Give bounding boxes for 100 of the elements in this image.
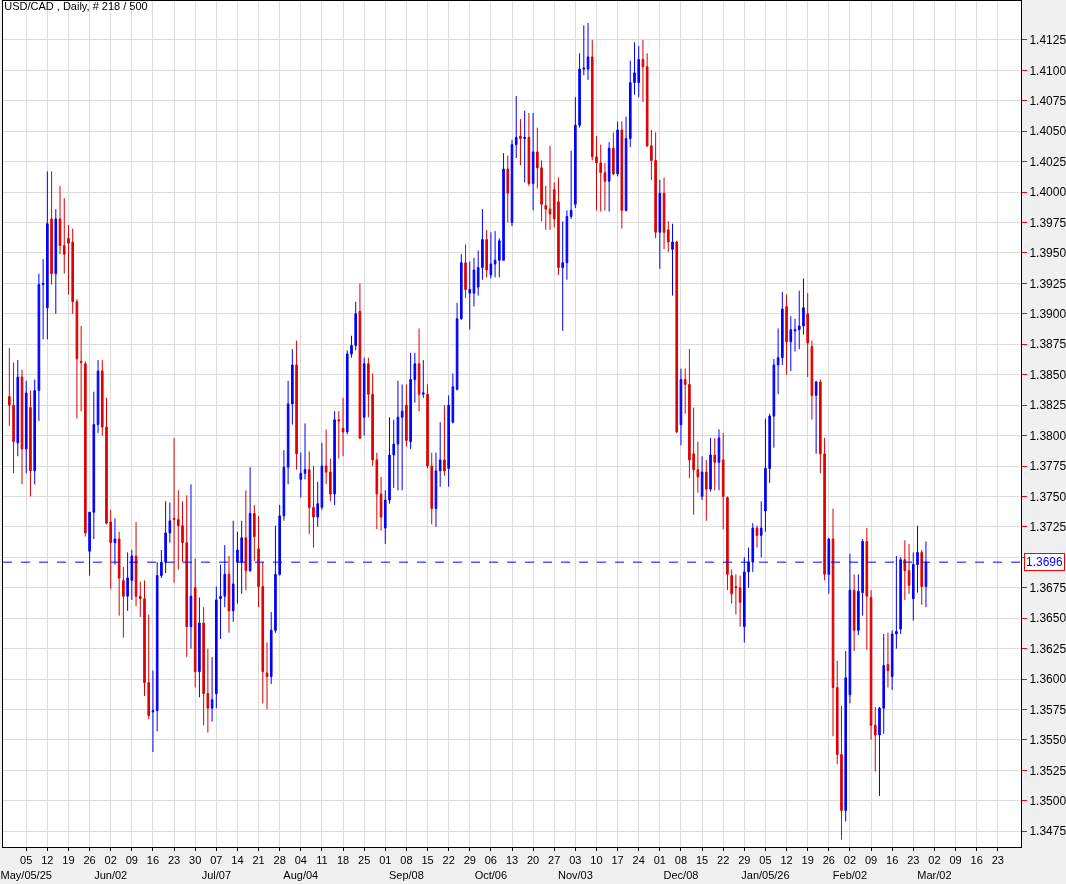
candlestick: [485, 229, 488, 278]
x-tick-label: 07: [210, 854, 223, 867]
x-tick-label: 21: [252, 854, 265, 867]
candlestick: [79, 325, 83, 412]
candlestick: [907, 543, 911, 595]
x-tick-label: 30: [189, 854, 202, 867]
candlestick: [337, 410, 341, 460]
y-tick-label: 1.3675: [1029, 580, 1066, 595]
candlestick: [333, 410, 336, 506]
candlestick: [29, 390, 32, 497]
candlestick: [358, 282, 362, 440]
candlestick: [405, 383, 408, 448]
y-tick-label: 1.3650: [1029, 611, 1066, 626]
candlestick: [620, 121, 624, 230]
x2-tick-label: Dec/08: [663, 869, 699, 881]
y-tick-label: 1.3500: [1029, 793, 1066, 808]
x-tick-label: 15: [421, 854, 434, 867]
x-tick-label: 26: [822, 854, 835, 867]
x-tick-label: 18: [336, 854, 350, 867]
candlestick: [24, 380, 28, 474]
x-tick-label: 12: [41, 854, 54, 867]
x-tick-label: 10: [590, 854, 603, 867]
candlestick: [16, 359, 20, 457]
candlestick: [810, 340, 814, 421]
candlestick: [215, 586, 218, 709]
y-tick-label: 1.3775: [1029, 459, 1066, 474]
candlestick: [764, 418, 767, 533]
candlestick: [920, 549, 924, 606]
candlestick: [122, 566, 125, 639]
x-tick-label: 04: [294, 854, 307, 867]
candlestick: [759, 500, 763, 558]
candlestick: [493, 230, 497, 278]
candlestick: [831, 508, 835, 737]
candlestick: [506, 155, 510, 224]
candlestick: [709, 437, 712, 493]
x-tick-label: 09: [125, 854, 138, 867]
candlestick: [46, 170, 49, 340]
candlestick: [865, 527, 869, 651]
y-tick-label: 1.3750: [1029, 489, 1066, 504]
x-tick-label: 16: [146, 854, 160, 867]
y-tick-label: 1.3600: [1029, 672, 1066, 687]
candlestick: [265, 642, 269, 710]
y-tick-label: 1.3900: [1029, 307, 1066, 322]
y-tick-label: 1.4075: [1029, 94, 1066, 109]
candlestick: [96, 359, 100, 434]
x-tick-label: 16: [970, 854, 983, 867]
candlestick: [721, 432, 725, 530]
y-tick-label: 1.3525: [1029, 763, 1066, 778]
y-tick-label: 1.3975: [1029, 215, 1066, 230]
candlestick: [637, 45, 641, 98]
x-tick-label: 02: [843, 854, 857, 867]
x-tick-label: 27: [548, 854, 561, 867]
y-tick-label: 1.3475: [1029, 824, 1066, 839]
candlestick: [544, 185, 548, 231]
candlestick: [379, 476, 383, 532]
x-tick-label: 12: [780, 854, 793, 867]
x-tick-label: 11: [316, 854, 328, 867]
y-tick-label: 1.4100: [1029, 63, 1066, 78]
candlestick: [193, 558, 197, 689]
candlestick: [299, 452, 303, 499]
candlestick: [852, 573, 856, 652]
candlestick: [679, 368, 683, 446]
x-tick-label: 01: [653, 854, 666, 867]
candlestick: [362, 357, 366, 437]
y-tick-label: 1.3550: [1029, 733, 1066, 748]
x-tick-label: 13: [505, 854, 519, 867]
candlestick: [785, 293, 788, 376]
x-tick-label: 22: [717, 854, 730, 867]
candlestick: [654, 131, 657, 239]
y-tick-label: 1.3925: [1029, 276, 1066, 291]
y-tick-label: 1.3625: [1029, 641, 1066, 656]
candlestick: [303, 422, 307, 480]
x-tick-label: 25: [358, 854, 371, 867]
y-tick-label: 1.4050: [1029, 124, 1066, 139]
candlestick: [231, 520, 235, 623]
x2-tick-label: Feb/02: [832, 869, 868, 881]
x2-tick-label: Jan/05/26: [741, 869, 790, 881]
candlestick: [62, 197, 66, 275]
candlestick: [806, 292, 809, 378]
x-tick-label: 03: [569, 854, 582, 867]
candlestick: [20, 369, 24, 485]
x-tick-label: 02: [928, 854, 941, 867]
candlestick: [400, 383, 404, 491]
candlestick: [514, 95, 518, 159]
candlestick: [713, 437, 717, 491]
candlestick: [464, 243, 467, 299]
candlestick: [793, 318, 797, 353]
y-tick-label: 1.3575: [1029, 702, 1066, 717]
candlestick: [548, 145, 552, 231]
candlestick: [472, 257, 476, 308]
x2-tick-label: Jun/02: [94, 869, 128, 881]
candlestick: [421, 359, 425, 399]
candlestick: [253, 504, 256, 562]
y-tick-label: 1.3875: [1029, 337, 1066, 352]
x2-tick-label: Nov/03: [557, 869, 593, 881]
x2-tick-label: Sep/08: [388, 869, 424, 881]
candlestick: [641, 39, 645, 103]
y-tick-label: 1.4125: [1029, 33, 1066, 48]
x-tick-label: 23: [991, 854, 1004, 867]
x-tick-label: 22: [442, 854, 455, 867]
